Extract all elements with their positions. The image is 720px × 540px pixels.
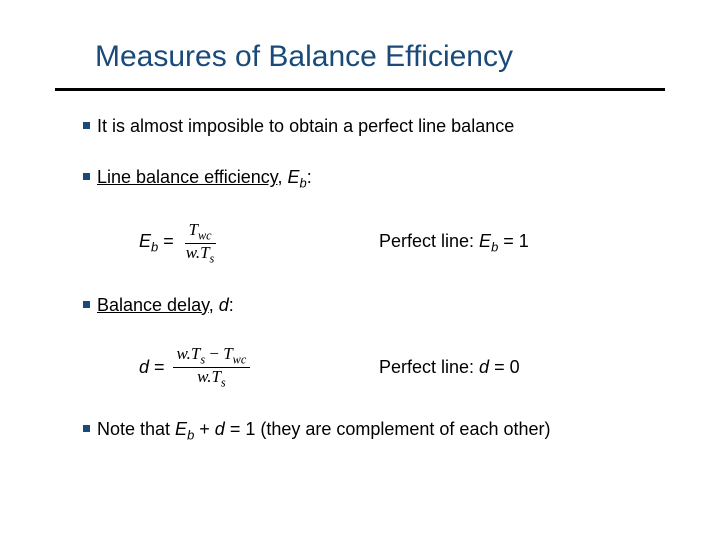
bullet-d-label: Balance delay — [97, 295, 209, 315]
eb-perfect: Perfect line: Eb = 1 — [379, 231, 529, 255]
d-perfect-pre: Perfect line: — [379, 357, 479, 377]
d-perfect-d: d — [479, 357, 489, 377]
d-var: d — [139, 357, 149, 377]
d-den-w: w — [197, 367, 207, 386]
d-den-T: T — [211, 367, 220, 386]
d-perfect: Perfect line: d = 0 — [379, 357, 520, 378]
note-E: E — [175, 419, 187, 439]
equation-eb: Eb = Twc w.Ts Perfect line: Eb = 1 — [139, 221, 645, 266]
num-wc: wc — [198, 228, 212, 242]
eb-eq: = — [158, 231, 174, 251]
bullet-d-def: Balance delay, d: — [97, 294, 645, 317]
var-d: d — [219, 295, 229, 315]
eb-perfect-E: E — [479, 231, 491, 251]
d-num-T: T — [191, 344, 200, 363]
eb-fraction: Twc w.Ts — [182, 221, 219, 266]
note-plus: + — [194, 419, 215, 439]
eb-E: E — [139, 231, 151, 251]
bullet-eb-label: Line balance efficiency — [97, 167, 277, 187]
eb-perfect-pre: Perfect line: — [379, 231, 479, 251]
slide: Measures of Balance Efficiency It is alm… — [0, 0, 720, 540]
bullet-complement: Note that Eb + d = 1 (they are complemen… — [97, 418, 645, 444]
var-E: E — [287, 167, 299, 187]
eb-lhs: Eb = Twc w.Ts — [139, 221, 289, 266]
equation-d: d = w.Ts − Twc w.Ts Perfect line: d = 0 — [139, 345, 645, 390]
d-fraction: w.Ts − Twc w.Ts — [173, 345, 251, 390]
d-num-wc: wc — [233, 352, 247, 366]
note-eq: = 1 (they are complement of each other) — [225, 419, 551, 439]
d-num-T2: T — [223, 344, 232, 363]
num-T: T — [189, 220, 198, 239]
d-lhs: d = w.Ts − Twc w.Ts — [139, 345, 289, 390]
d-den-s: s — [221, 375, 226, 389]
d-perfect-post: = 0 — [489, 357, 520, 377]
d-num-minus: − — [205, 344, 223, 363]
sub-b: b — [300, 176, 307, 191]
den-T: T — [200, 243, 209, 262]
note-d: d — [215, 419, 225, 439]
d-num-w: w — [177, 344, 187, 363]
slide-title: Measures of Balance Efficiency — [55, 40, 665, 91]
bullet-eb-def: Line balance efficiency, Eb: — [97, 166, 645, 192]
den-w: w — [186, 243, 196, 262]
slide-content: It is almost imposible to obtain a perfe… — [55, 115, 665, 444]
eb-perfect-post: = 1 — [498, 231, 529, 251]
note-pre: Note that — [97, 419, 175, 439]
den-s: s — [210, 251, 215, 265]
d-eq: = — [149, 357, 165, 377]
bullet-intro: It is almost imposible to obtain a perfe… — [97, 115, 645, 138]
